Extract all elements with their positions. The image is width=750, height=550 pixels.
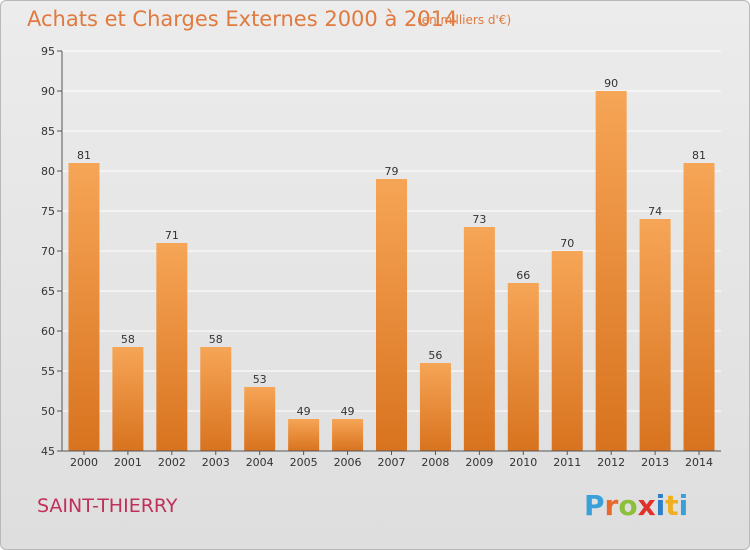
x-tick-label: 2000 — [70, 456, 98, 469]
logo-letter: t — [665, 489, 679, 522]
bar-2003 — [200, 347, 232, 451]
x-tick-label: 2013 — [641, 456, 669, 469]
bar-2008 — [419, 363, 451, 451]
bar-2010 — [507, 283, 539, 451]
x-tick-label: 2005 — [290, 456, 318, 469]
x-tick-label: 2012 — [597, 456, 625, 469]
bar-2006 — [332, 419, 364, 451]
bar-2002 — [156, 243, 188, 451]
y-tick-label: 50 — [41, 405, 55, 418]
x-axis: 2000 2001 2002 2003 2004 2005 2006 2007 2008 2009… — [62, 450, 721, 469]
bar-2001 — [112, 347, 144, 451]
y-tick-label: 80 — [41, 165, 55, 178]
x-tick-label: 2002 — [158, 456, 186, 469]
data-label-2008: 56 — [428, 349, 442, 362]
y-tick-label: 85 — [41, 125, 55, 138]
data-label-2007: 79 — [385, 165, 399, 178]
y-tick-label: 45 — [41, 445, 55, 458]
data-label-2013: 74 — [648, 205, 662, 218]
data-label-2001: 58 — [121, 333, 135, 346]
y-tick-label: 60 — [41, 325, 55, 338]
y-tick-label: 75 — [41, 205, 55, 218]
logo-letter: i — [655, 489, 666, 522]
logo-letter: P — [584, 489, 605, 522]
data-label-2004: 53 — [253, 373, 267, 386]
y-tick-label: 55 — [41, 365, 55, 378]
x-tick-label: 2014 — [685, 456, 713, 469]
bar-2005 — [288, 419, 320, 451]
data-label-2010: 66 — [516, 269, 530, 282]
y-tick-label: 70 — [41, 245, 55, 258]
bar-2000 — [68, 163, 100, 451]
bar-2009 — [463, 227, 495, 451]
data-label-2006: 49 — [341, 405, 355, 418]
y-tick-label: 95 — [41, 45, 55, 58]
logo-letter: o — [618, 489, 638, 522]
y-tick-label: 65 — [41, 285, 55, 298]
bar-2014 — [683, 163, 715, 451]
logo-letter: x — [637, 489, 656, 522]
proxiti-logo: Proxiti — [584, 489, 688, 522]
x-tick-label: 2010 — [509, 456, 537, 469]
bar-2004 — [244, 387, 276, 451]
x-tick-label: 2009 — [465, 456, 493, 469]
x-tick-label: 2008 — [421, 456, 449, 469]
x-tick-label: 2001 — [114, 456, 142, 469]
data-label-2012: 90 — [604, 77, 618, 90]
x-tick-label: 2003 — [202, 456, 230, 469]
x-tick-label: 2007 — [378, 456, 406, 469]
commune-name: SAINT-THIERRY — [37, 495, 178, 517]
y-axis: 45 50 55 60 65 70 75 80 85 90 95 — [41, 45, 63, 458]
logo-letter: r — [604, 489, 619, 522]
x-tick-label: 2004 — [246, 456, 274, 469]
data-label-2011: 70 — [560, 237, 574, 250]
x-tick-label: 2011 — [553, 456, 581, 469]
bars: 81 58 71 58 53 49 49 79 56 73 66 70 90 74 81 — [68, 77, 715, 451]
bar-2007 — [376, 179, 407, 451]
x-tick-label: 2006 — [334, 456, 362, 469]
bar-2013 — [639, 219, 671, 451]
chart-title: Achats et Charges Externes 2000 à 2014 — [27, 7, 458, 31]
data-label-2000: 81 — [77, 149, 91, 162]
logo-letter: i — [678, 489, 689, 522]
data-label-2005: 49 — [297, 405, 311, 418]
data-label-2009: 73 — [472, 213, 486, 226]
bar-2012 — [595, 91, 627, 451]
y-tick-label: 90 — [41, 85, 55, 98]
data-label-2002: 71 — [165, 229, 179, 242]
data-label-2014: 81 — [692, 149, 706, 162]
chart-subtitle: (en milliers d'€) — [417, 13, 512, 27]
data-label-2003: 58 — [209, 333, 223, 346]
bar-2011 — [551, 251, 583, 451]
